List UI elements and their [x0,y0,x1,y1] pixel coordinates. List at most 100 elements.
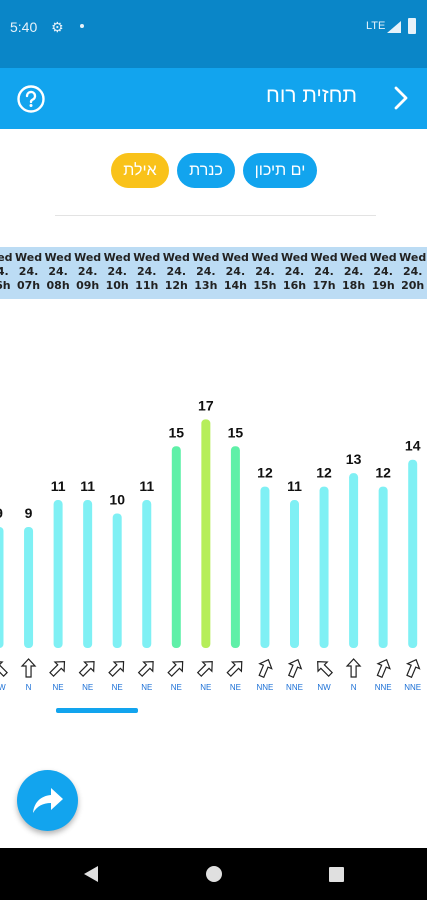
chip-mediterranean[interactable]: ים תיכון [243,153,317,188]
timeline-column[interactable]: Wed 24. 09h [73,251,103,293]
timeline-hour: 11h [135,279,159,292]
page-title: תחזית רוח [266,84,357,107]
wind-direction-label: NE [112,683,123,692]
timeline-column[interactable]: Wed 24. 10h [102,251,132,293]
timeline-day: Wed [280,251,309,264]
share-arrow-icon [33,788,63,813]
timeline-strip[interactable]: Wed24.06hWed24.07hWed24.08hWed24.09hWed2… [0,247,427,299]
wind-direction-arrow-icon [20,658,37,678]
timeline-day: Wed [251,251,279,264]
timeline-column[interactable]: Wed 24. 12h [161,251,191,293]
scroll-indicator [56,708,138,713]
app-bar: תחזית רוח [0,68,427,129]
timeline-column[interactable]: Wed 24. 16h [280,251,310,293]
wind-chart[interactable]: 9 NW 9 N 11 NE 11 NE 10 NE 11 NE 15 NE 17 NE 15 NE 12 NNE 11… [0,299,427,709]
wind-direction-label: NE [230,683,241,692]
wind-value-label: 11 [139,478,154,494]
wind-direction-label: NE [141,683,152,692]
timeline-day: Wed [15,251,43,264]
home-circle-icon[interactable] [206,866,222,882]
wind-bar[interactable] [0,526,4,648]
timeline-column[interactable]: Wed 24. 18h [339,251,369,293]
timeline-column[interactable]: Wed 24. 14h [220,251,250,293]
timeline-date: 24. [166,265,187,278]
wind-bar[interactable] [290,500,299,648]
timeline-column[interactable]: Wed 24. 08h [43,251,73,293]
back-triangle-icon[interactable] [83,866,99,882]
wind-direction-label: NNE [375,683,392,692]
timeline-hour: 18h [342,279,366,292]
battery-icon [408,18,416,34]
timeline-hour: 20h [401,279,425,292]
wind-direction-arrow-icon [317,661,334,677]
share-button[interactable] [17,770,78,831]
wind-direction-label: NE [82,683,93,692]
wind-bar[interactable] [319,486,329,648]
timeline-hour: 06h [0,279,11,292]
timeline-date: 24. [48,265,68,278]
timeline-date: 24. [196,265,216,278]
timeline-day: Wed [162,251,190,264]
timeline-column[interactable]: Wed 24. 13h [191,251,221,293]
timeline-column[interactable]: Wed 24. 17h [309,251,339,293]
wind-bar[interactable] [201,419,211,648]
wind-direction-arrow-icon [196,661,213,677]
timeline-date: 24. [255,265,275,278]
timeline-date: 24. [402,265,423,278]
wind-value-label: 9 [0,505,3,521]
timeline-column[interactable]: Wed 24. 11h [132,251,162,293]
wind-direction-label: NNE [257,683,274,692]
wind-bar[interactable] [260,486,270,648]
timeline-hour: 17h [312,279,336,292]
wind-bar[interactable] [378,486,388,648]
wind-direction-label: NE [200,683,211,692]
wind-bar[interactable] [230,446,240,648]
status-time: 5:40 [10,19,38,35]
wind-bar[interactable] [171,446,181,648]
timeline-day: Wed [74,251,102,264]
timeline-hour: 19h [371,279,395,292]
wind-bar[interactable] [53,500,63,648]
timeline-column[interactable]: Wed 24. 19h [368,251,398,293]
wind-bar[interactable] [112,513,122,649]
system-nav-bar [0,848,427,900]
wind-value-label: 10 [109,492,125,508]
timeline-hour: 10h [105,279,129,292]
wind-direction-arrow-icon [137,661,154,677]
wind-bar[interactable] [349,473,359,648]
wind-bar[interactable] [83,500,93,648]
chip-kinneret[interactable]: כנרת [177,153,235,188]
wind-bar[interactable] [142,500,152,648]
timeline-date: 24. [137,265,157,278]
wind-bar[interactable] [408,459,418,648]
wind-direction-label: NW [0,683,6,692]
wind-value-label: 17 [198,397,214,413]
timeline-day: Wed [103,251,131,264]
timeline-hour: 15h [253,279,277,292]
chevron-right-icon[interactable] [389,86,413,110]
timeline-column[interactable]: Wed 24. 07h [14,251,44,293]
wind-direction-label: NNE [404,683,421,692]
timeline-column[interactable]: Wed 24. 15h [250,251,280,293]
help-circle-icon[interactable] [16,84,46,114]
timeline-hour: 07h [16,279,41,292]
timeline-date: 24. [314,265,334,278]
wind-value-label: 11 [287,478,302,494]
timeline-date: 24. [107,265,127,278]
timeline-date: 24. [225,265,246,278]
timeline-day: Wed [221,251,249,264]
timeline-hour: 13h [194,279,218,292]
timeline-column[interactable]: Wed 24. 20h [398,251,427,293]
recents-square-icon[interactable] [329,867,344,882]
timeline-hour: 16h [282,279,307,292]
chip-eilat[interactable]: אילת [111,153,169,188]
divider [55,215,376,216]
notification-dot-icon [80,24,84,28]
timeline-day: Wed [192,251,220,264]
wind-value-label: 12 [316,465,332,481]
timeline-date: 24. [18,265,39,278]
wind-bar[interactable] [24,526,34,648]
wind-direction-arrow-icon [226,661,243,677]
wind-value-label: 13 [346,451,362,467]
